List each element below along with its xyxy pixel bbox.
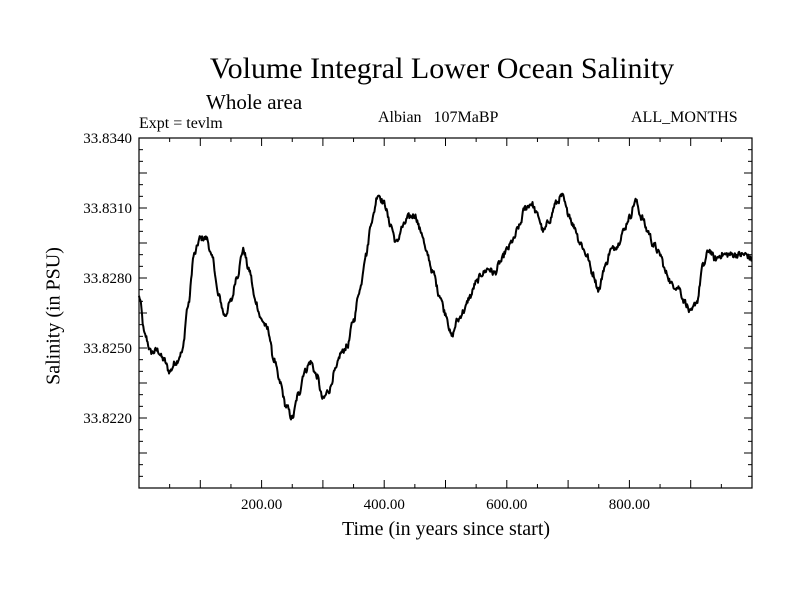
chart-subtitle: Whole area <box>206 90 303 114</box>
series-line-salinity <box>138 192 753 421</box>
experiment-label: Expt = tevlm <box>139 115 223 132</box>
x-tick-label: 400.00 <box>364 497 405 513</box>
y-axis-label: Salinity (in PSU) <box>42 247 65 385</box>
x-tick-label: 600.00 <box>486 497 527 513</box>
x-tick-label: 800.00 <box>609 497 650 513</box>
y-tick-label: 33.8310 <box>83 201 132 217</box>
x-axis-label: Time (in years since start) <box>341 518 551 540</box>
y-tick-label: 33.8280 <box>83 271 132 287</box>
y-tick-label: 33.8220 <box>83 411 132 427</box>
months-label: ALL_MONTHS <box>631 109 738 126</box>
y-tick-label: 33.8250 <box>83 341 132 357</box>
period-label: Albian 107MaBP <box>378 109 499 126</box>
x-tick-label: 200.00 <box>241 497 282 513</box>
chart-title: Volume Integral Lower Ocean Salinity <box>209 52 675 85</box>
y-tick-label: 33.8340 <box>83 131 132 147</box>
